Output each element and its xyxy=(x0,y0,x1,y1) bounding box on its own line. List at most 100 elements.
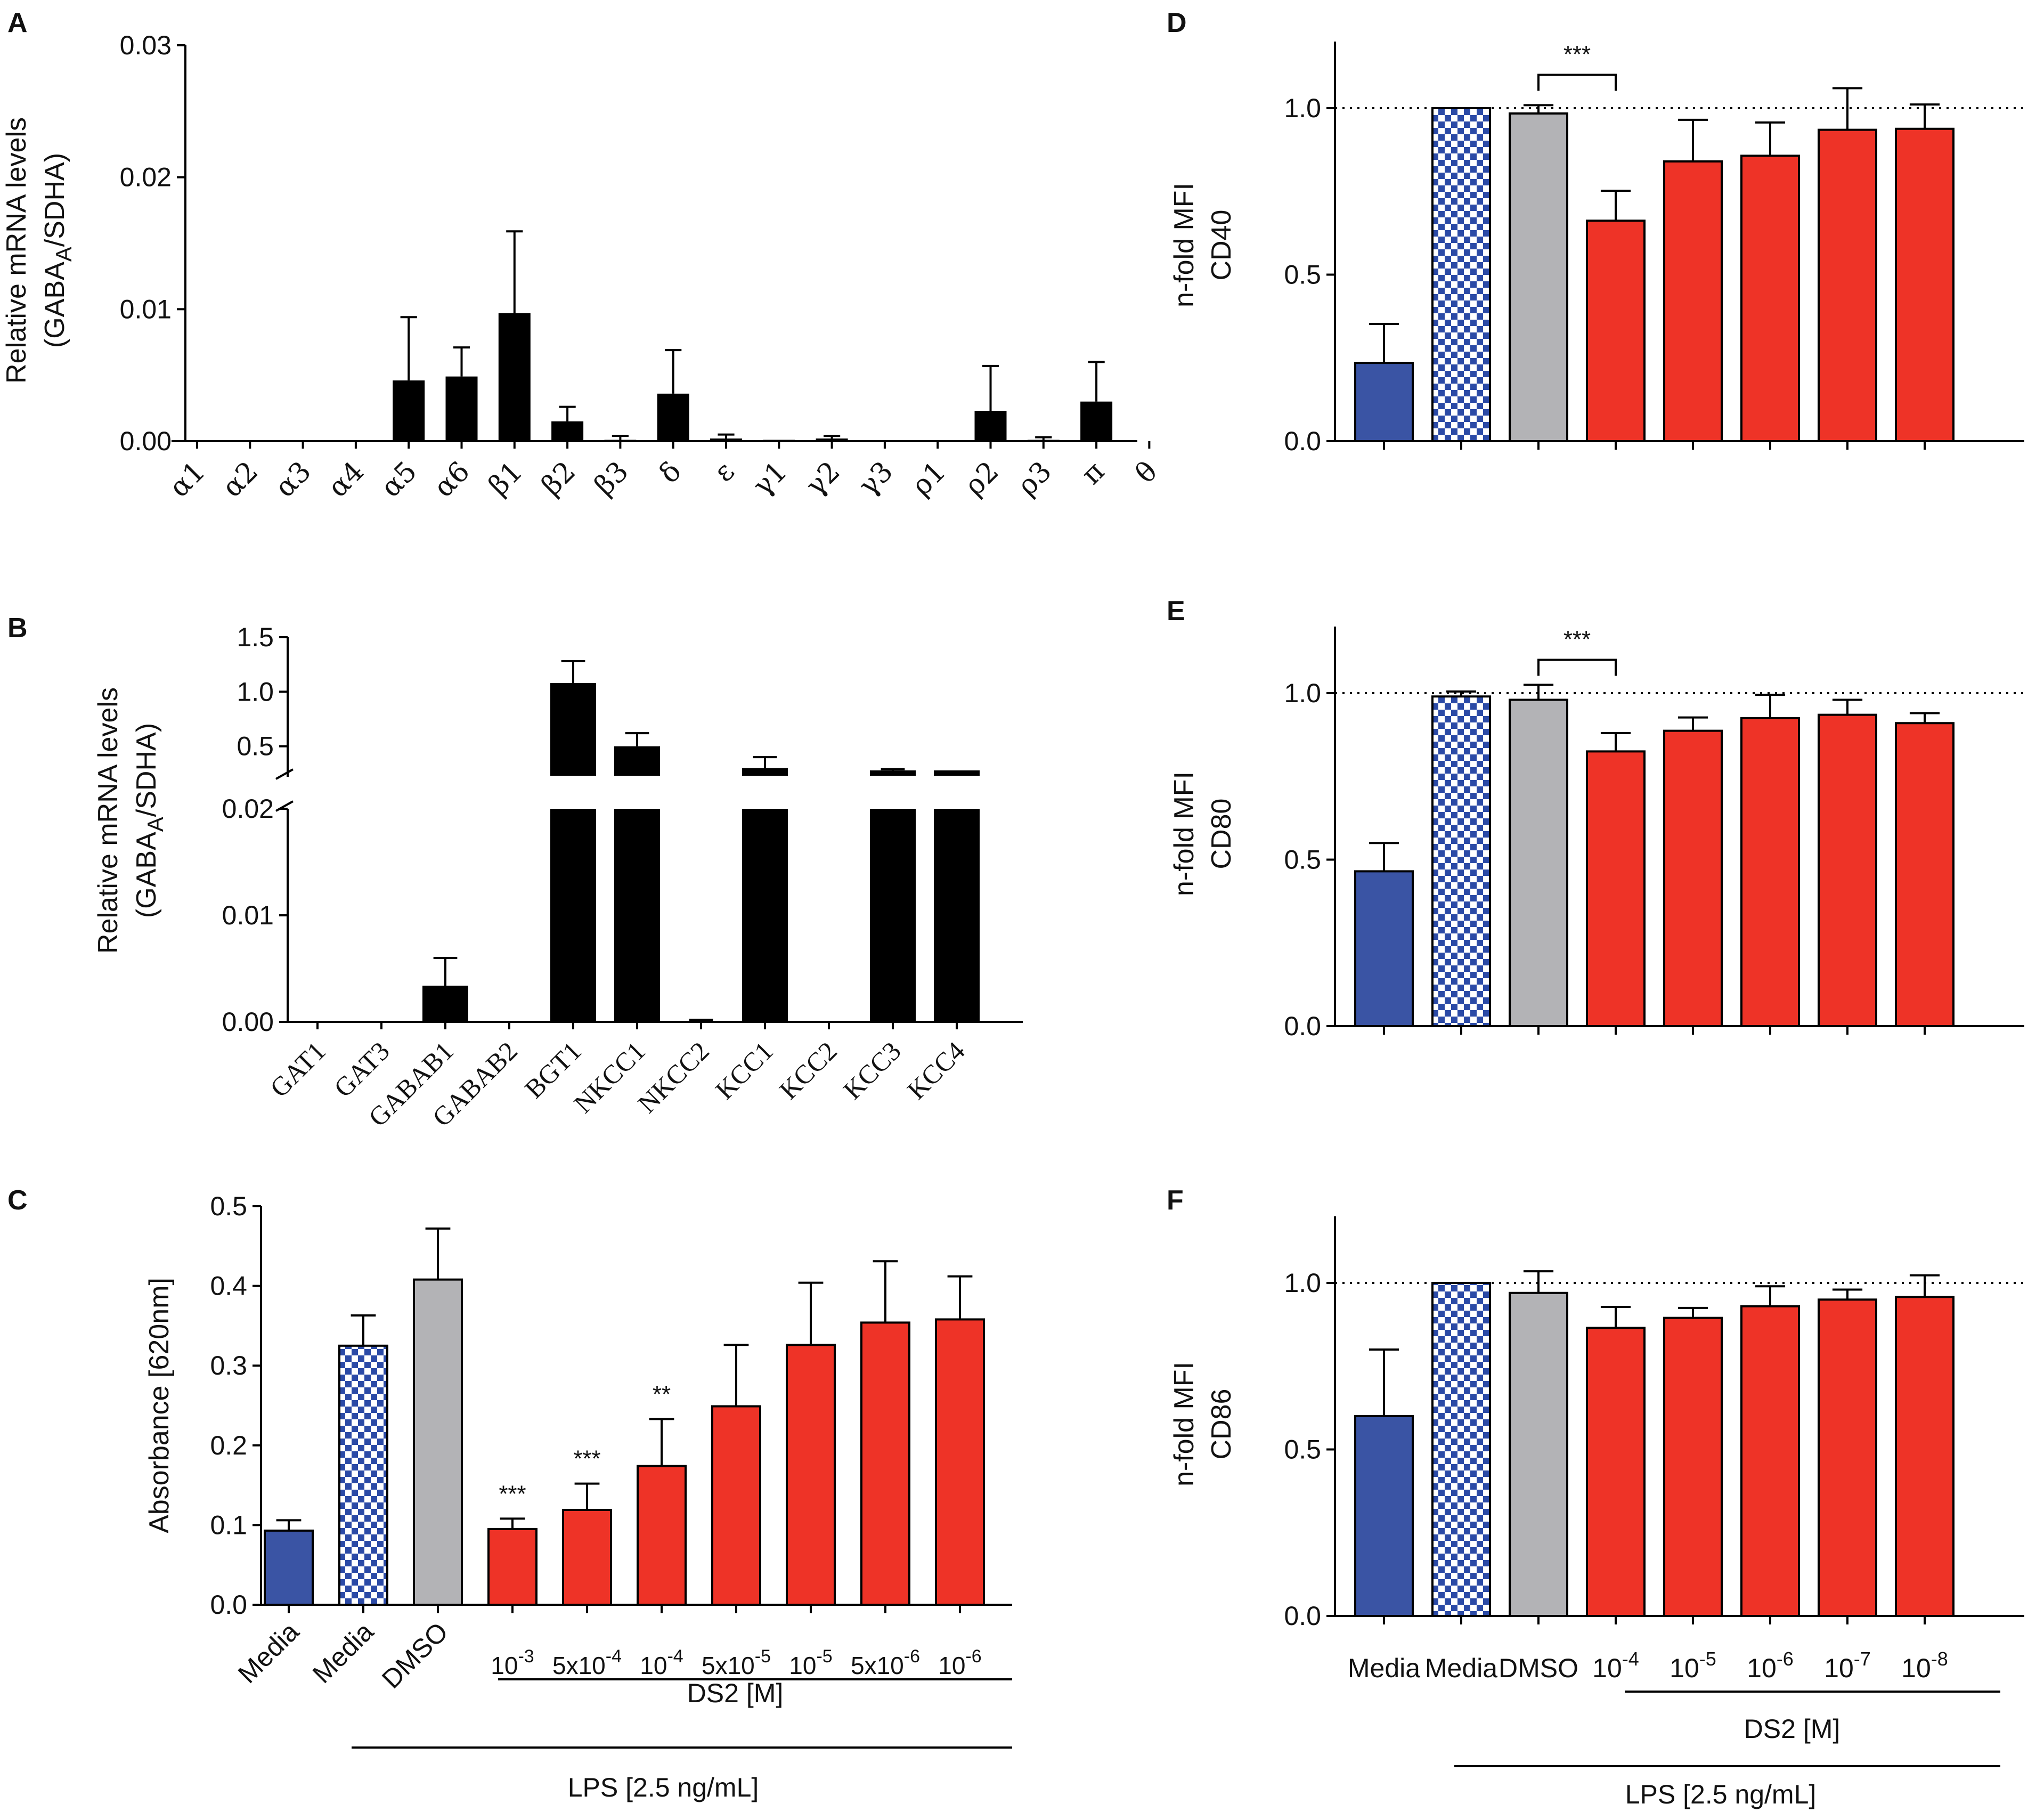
panel-b-lower-y-tick-label: 0.00 xyxy=(222,1007,274,1037)
panel-e-bracket-label: *** xyxy=(1563,627,1591,653)
panel-c-bar xyxy=(935,1318,985,1606)
panel-a-x-label: θ xyxy=(1129,456,1164,490)
panel-b-x-label: NKCC1 xyxy=(568,1036,651,1119)
panel-f-bar xyxy=(1509,1291,1568,1617)
panel-d-bar xyxy=(1895,127,1955,442)
panel-b-letter: B xyxy=(7,613,28,644)
panel-b-upper-y-tick-label: 1.5 xyxy=(237,622,274,652)
panel-c-x-label: 10-6 xyxy=(938,1646,981,1679)
panel-b: B Relative mRNA levels (GABAA/SDHA) 0.00… xyxy=(7,613,1023,1132)
panel-a-x-label: γ2 xyxy=(800,456,846,502)
panel-f-x-label: 10-5 xyxy=(1670,1648,1716,1683)
panel-a-bar xyxy=(974,411,1007,441)
panel-f-y-tick-label: 1.0 xyxy=(1284,1268,1321,1298)
panel-d-ylabel-line2: CD40 xyxy=(1206,210,1237,281)
panel-f-x-label: 10-7 xyxy=(1824,1648,1871,1683)
panel-a-x-label: α2 xyxy=(216,456,265,504)
panel-b-ylabel-line2: (GABAA/SDHA) xyxy=(131,723,168,918)
panel-e-ylabel-line2: CD80 xyxy=(1206,799,1237,870)
panel-e-bar xyxy=(1740,717,1800,1027)
panel-e-ylabel-line1: n-fold MFI xyxy=(1169,771,1200,896)
panel-c-bar xyxy=(860,1321,910,1606)
panel-a-y-tick-label: 0.02 xyxy=(120,162,172,192)
panel-a-bar xyxy=(1027,440,1060,441)
panel-b-bar-upper xyxy=(550,682,596,776)
panel-a-bar xyxy=(710,438,742,441)
panel-f-y-tick-label: 0.5 xyxy=(1284,1435,1321,1465)
panel-d-significance-bracket xyxy=(1537,74,1617,91)
panel-e-bar xyxy=(1895,722,1955,1027)
panel-e-bar xyxy=(1586,750,1646,1027)
panel-b-lower-y-tick-label: 0.01 xyxy=(222,900,274,930)
panel-b-bar xyxy=(678,1021,724,1022)
panel-d-bar xyxy=(1509,112,1568,442)
panel-c-y-tick-label: 0.4 xyxy=(210,1271,247,1301)
panel-c-y-tick-label: 0.5 xyxy=(210,1191,247,1221)
panel-c-bar xyxy=(711,1405,761,1606)
panel-c-bar xyxy=(413,1278,463,1606)
panel-c-bar xyxy=(786,1344,836,1606)
panel-a-x-label: α6 xyxy=(428,456,476,504)
panel-b-bar-upper xyxy=(742,768,788,776)
panel-d-letter: D xyxy=(1167,7,1187,38)
panel-c-x-label: DMSO xyxy=(376,1616,454,1694)
panel-a-bar xyxy=(445,376,478,441)
panel-d-ylabel-line1: n-fold MFI xyxy=(1169,183,1200,307)
panel-b-bar xyxy=(742,809,788,1022)
panel-f-lps-label: LPS [2.5 ng/mL] xyxy=(1625,1780,1817,1809)
panel-a-x-label: β3 xyxy=(589,456,635,502)
panel-f-ylabel-line1: n-fold MFI xyxy=(1169,1362,1200,1486)
panel-d-bar xyxy=(1586,220,1646,442)
panel-a-x-label: α1 xyxy=(164,456,212,504)
panel-c-x-label: 10-4 xyxy=(640,1646,683,1679)
panel-d-bar xyxy=(1354,362,1414,442)
panel-f-bar xyxy=(1354,1415,1414,1617)
panel-b-lower-y-tick-label: 0.02 xyxy=(222,794,274,824)
panel-b-x-label: GAT1 xyxy=(264,1036,331,1103)
panel-f-x-label: 10-4 xyxy=(1592,1648,1639,1683)
panel-c: C Absorbance [620nm] DS2 [M] LPS [2.5 ng… xyxy=(7,1185,1012,1802)
panel-f-letter: F xyxy=(1167,1185,1184,1216)
panel-b-bar xyxy=(550,809,596,1022)
panel-d-y-tick-label: 1.0 xyxy=(1284,93,1321,123)
panel-c-x-label: 5x10-4 xyxy=(552,1646,622,1679)
panel-b-x-label: KCC1 xyxy=(710,1036,779,1105)
panel-d-bar xyxy=(1740,155,1800,442)
panel-c-x-label: Media xyxy=(232,1616,305,1689)
panel-a-y-tick-label: 0.01 xyxy=(120,294,172,324)
panel-c-x-label: 5x10-6 xyxy=(851,1646,920,1679)
panel-f-x-label: 10-8 xyxy=(1901,1648,1948,1683)
panel-c-bar xyxy=(487,1527,538,1606)
panel-b-x-label: KCC3 xyxy=(837,1036,907,1105)
panel-f-x-label: Media xyxy=(1425,1653,1497,1683)
panel-c-bar xyxy=(637,1465,687,1606)
panel-f-ds2-label: DS2 [M] xyxy=(1744,1714,1841,1744)
panel-e: E n-fold MFI CD80 0.0 0.5 1.0 *** xyxy=(1167,596,2024,1041)
panel-f: F n-fold MFI CD86 DS2 [M] LPS [2.5 ng/mL… xyxy=(1167,1185,2024,1809)
panel-b-x-label: KCC4 xyxy=(901,1036,971,1105)
panel-f-x-label: DMSO xyxy=(1499,1653,1578,1683)
panel-e-bar xyxy=(1354,870,1414,1027)
panel-c-y-tick-label: 0.2 xyxy=(210,1431,247,1460)
panel-a-x-label: γ3 xyxy=(852,456,899,502)
panel-a-bar xyxy=(1080,401,1113,441)
panel-a-x-label: α4 xyxy=(322,456,370,504)
panel-c-ds2-label: DS2 [M] xyxy=(687,1678,784,1708)
panel-e-bar xyxy=(1818,713,1877,1027)
panel-a-letter: A xyxy=(7,7,28,38)
panel-a-bar xyxy=(763,440,795,441)
panel-d: D n-fold MFI CD40 0.0 0.5 1.0 *** xyxy=(1167,7,2024,456)
panel-a-ylabel-line1: Relative mRNA levels xyxy=(1,117,32,384)
panel-a-x-label: ε xyxy=(708,456,740,488)
panel-a-bar xyxy=(604,440,637,441)
panel-f-y-tick-label: 0.0 xyxy=(1284,1601,1321,1631)
panel-b-x-label: KCC2 xyxy=(773,1036,843,1105)
panel-f-bar xyxy=(1895,1296,1955,1617)
panel-b-axis-break xyxy=(275,768,294,780)
panel-c-bar xyxy=(562,1508,612,1606)
panel-c-y-tick-label: 0.3 xyxy=(210,1351,247,1380)
panel-a-bar xyxy=(551,421,584,441)
panel-c-lps-label: LPS [2.5 ng/mL] xyxy=(568,1773,759,1802)
panel-b-ylabel-line1: Relative mRNA levels xyxy=(93,687,124,954)
